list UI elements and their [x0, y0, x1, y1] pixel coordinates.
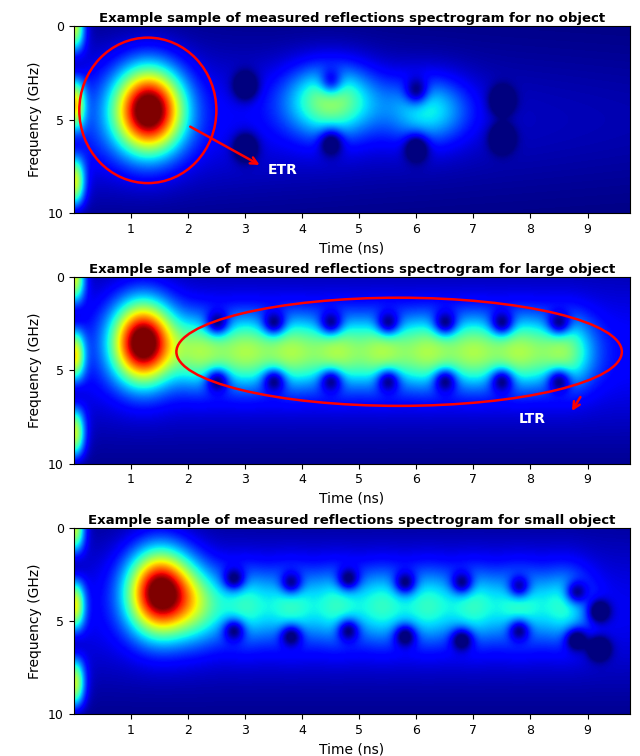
Y-axis label: Frequency (GHz): Frequency (GHz) [28, 563, 42, 679]
Text: LTR: LTR [519, 412, 546, 426]
X-axis label: Time (ns): Time (ns) [319, 742, 385, 756]
Y-axis label: Frequency (GHz): Frequency (GHz) [28, 62, 42, 178]
X-axis label: Time (ns): Time (ns) [319, 241, 385, 256]
Title: Example sample of measured reflections spectrogram for small object: Example sample of measured reflections s… [88, 514, 616, 527]
Title: Example sample of measured reflections spectrogram for large object: Example sample of measured reflections s… [89, 263, 615, 276]
Title: Example sample of measured reflections spectrogram for no object: Example sample of measured reflections s… [99, 12, 605, 25]
Y-axis label: Frequency (GHz): Frequency (GHz) [28, 313, 42, 428]
Text: ETR: ETR [268, 163, 298, 177]
X-axis label: Time (ns): Time (ns) [319, 492, 385, 506]
